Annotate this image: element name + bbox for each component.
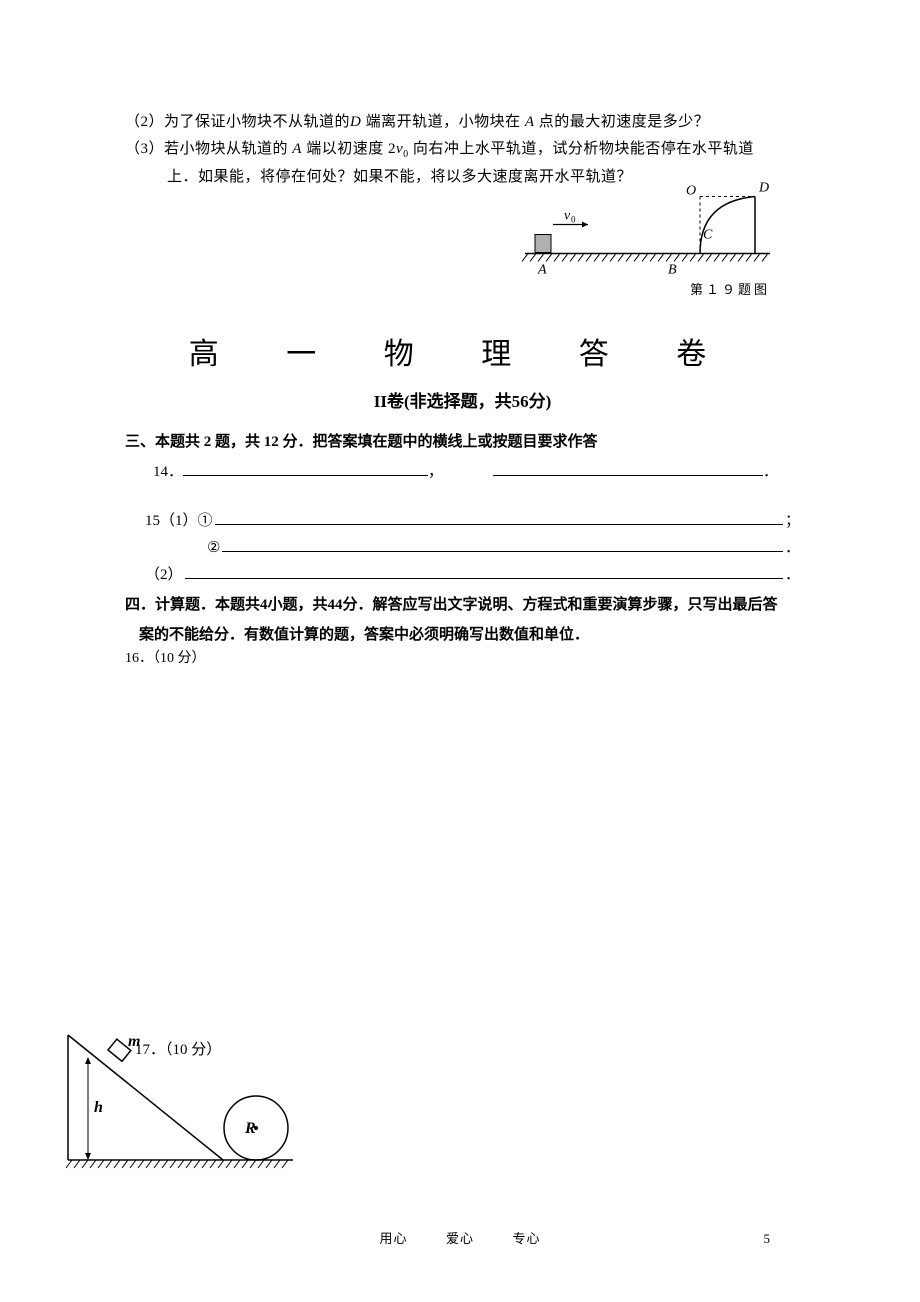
- svg-text:m: m: [128, 1033, 140, 1050]
- physics-diagram-icon: v 0 A B C D O: [510, 174, 790, 294]
- q14-blank-2: [493, 462, 763, 476]
- svg-text:R: R: [244, 1120, 256, 1137]
- label-a: A: [292, 141, 302, 157]
- q15-semi: ；: [785, 509, 800, 534]
- question-2: （2）为了保证小物块不从轨道的D 端离开轨道，小物块在 A 点的最大初速度是多少…: [125, 110, 800, 135]
- footer-t2: 爱心: [446, 1231, 474, 1246]
- question-3: （3）若小物块从轨道的 A 端以初速度 2v0 向右冲上水平轨道，试分析物块能否…: [125, 137, 800, 164]
- q15-blank-3: [185, 565, 783, 579]
- diagram-17: m R h: [58, 1030, 308, 1180]
- q3-mid: 端以初速度 2: [302, 141, 396, 157]
- footer-t1: 用心: [379, 1231, 407, 1246]
- q15-line-2: ② ．: [207, 536, 800, 561]
- section-4-cont: 案的不能给分．有数值计算的题，答案中必须明确写出数值和单位．: [125, 623, 800, 647]
- q2-text: （2）为了保证小物块不从轨道的: [125, 114, 350, 130]
- q15-period: ．: [785, 536, 800, 561]
- q14-period: ．: [763, 460, 778, 485]
- q14-comma: ，: [428, 460, 443, 485]
- section-4-header: 四．计算题．本题共4小题，共44分．解答应写出文字说明、方程式和重要演算步骤，只…: [125, 593, 800, 617]
- q3-text: （3）若小物块从轨道的: [125, 141, 292, 157]
- label-a: A: [525, 114, 535, 130]
- q16-label: 16．（10 分）: [125, 647, 800, 670]
- section4-text: 四．计算题．本题共4小题，共44分．解答应写出文字说明、方程式和重要演算步骤，只…: [125, 597, 778, 613]
- label-d: D: [350, 114, 361, 130]
- q15-line-1: 15（1）① ；: [145, 509, 800, 534]
- svg-text:B: B: [668, 263, 677, 278]
- svg-text:0: 0: [571, 215, 576, 225]
- page-title: 高 一 物 理 答 卷: [125, 330, 800, 380]
- page-number: 5: [764, 1231, 771, 1247]
- q2-end: 点的最大初速度是多少？: [535, 114, 710, 130]
- q15-blank-1: [215, 511, 783, 525]
- q15-blank-2: [222, 538, 783, 552]
- q14-blank-1: [183, 462, 428, 476]
- diagram-19: v 0 A B C D O 第１９题图: [510, 174, 790, 294]
- q2-mid: 端离开轨道，小物块在: [361, 114, 525, 130]
- page-footer: 用心 爱心 专心: [0, 1228, 920, 1247]
- q15-sub2-line: （2） ．: [145, 563, 800, 588]
- q15-period2: ．: [785, 563, 800, 588]
- svg-text:D: D: [758, 181, 769, 196]
- svg-text:A: A: [537, 263, 547, 278]
- footer-t3: 专心: [513, 1231, 541, 1246]
- q15-prefix: 15（1）①: [145, 509, 213, 534]
- page-subtitle: II卷(非选择题，共56分): [125, 388, 800, 416]
- q14-label: 14．: [153, 460, 183, 485]
- q15-circle2: ②: [207, 536, 220, 561]
- svg-text:O: O: [686, 184, 696, 199]
- svg-text:v: v: [564, 209, 571, 224]
- q15-sub2: （2）: [145, 563, 183, 588]
- section-3-header: 三、本题共 2 题，共 12 分．把答案填在题中的横线上或按题目要求作答: [125, 430, 800, 455]
- q3-mid2: 向右冲上水平轨道，试分析物块能否停在水平轨道: [409, 141, 754, 157]
- diagram-caption: 第１９题图: [690, 279, 770, 300]
- incline-diagram-icon: m R h: [58, 1030, 308, 1180]
- svg-text:h: h: [94, 1099, 103, 1116]
- svg-text:C: C: [703, 228, 713, 243]
- q14-line: 14． ， ．: [153, 460, 800, 485]
